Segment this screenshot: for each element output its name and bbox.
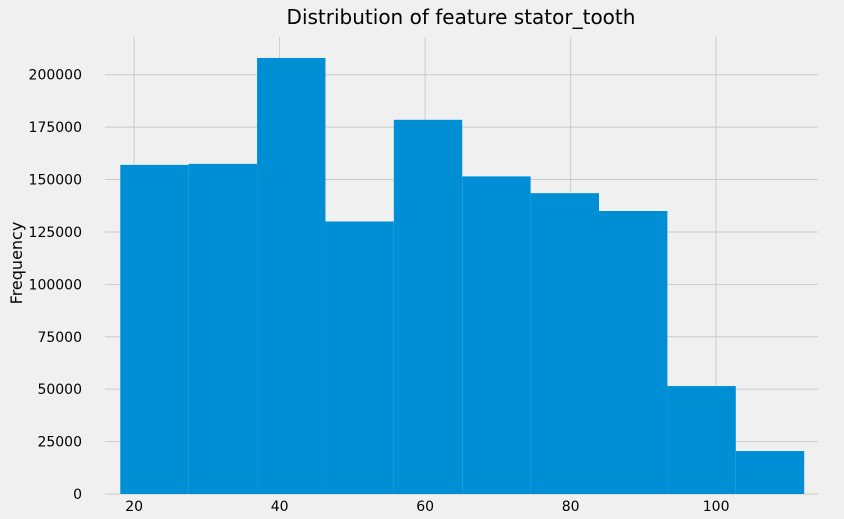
x-tick-label: 40 [271,499,289,515]
histogram-bar [735,451,805,494]
y-tick-labels: 0 25000 50000 75000 100000 125000 150000 175000… [29,68,82,503]
y-tick-label: 200000 [29,68,82,84]
y-tick-label: 150000 [29,173,82,189]
y-tick-label: 75000 [37,330,82,346]
histogram-bar [462,176,531,495]
histogram-bar [530,193,600,494]
histogram-bar [599,210,668,494]
bars-layer [120,57,805,495]
x-tick-label: 20 [125,499,143,515]
y-tick-label: 25000 [37,435,82,451]
histogram-bar [188,163,258,494]
y-tick-label: 50000 [37,382,82,398]
y-tick-label: 125000 [29,225,82,241]
y-tick-label: 0 [73,487,82,503]
y-tick-label: 175000 [29,120,82,136]
histogram-bar [325,221,394,495]
histogram-bar [120,164,189,494]
histogram-bar [257,57,326,494]
chart-title: Distribution of feature stator_tooth [287,5,636,29]
histogram-bar [393,119,463,494]
y-axis-label: Frequency [7,222,26,305]
histogram-bar [667,386,736,494]
x-tick-label: 80 [562,499,580,515]
x-tick-labels: 20 40 60 80 100 [125,499,729,515]
x-tick-label: 100 [703,499,730,515]
x-tick-label: 60 [416,499,434,515]
y-tick-label: 100000 [29,277,82,293]
